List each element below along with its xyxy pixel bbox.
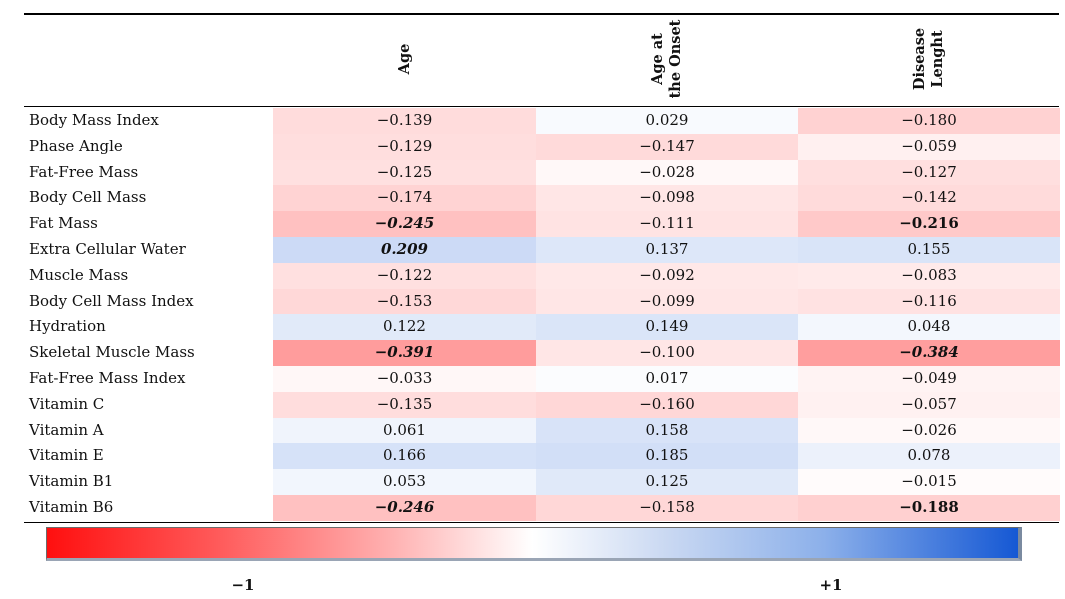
table-bottom-rule — [24, 521, 1059, 523]
row-label: Vitamin C — [29, 394, 105, 413]
heatmap-cell: −0.135 — [273, 391, 536, 418]
heatmap-cell: −0.057 — [798, 391, 1060, 418]
row-label: Fat Mass — [29, 214, 98, 233]
heatmap-cell: 0.155 — [798, 237, 1060, 263]
heatmap-cell: 0.017 — [536, 366, 798, 392]
heatmap-cell: −0.129 — [273, 133, 536, 160]
heatmap-cell: −0.125 — [273, 159, 536, 186]
color-scale-bar — [46, 527, 1022, 561]
row-label: Vitamin B6 — [29, 498, 114, 516]
row-label: Body Mass Index — [29, 111, 159, 129]
heatmap-cell: −0.216 — [798, 211, 1060, 237]
column-header: Age at the Onset — [536, 14, 798, 104]
heatmap-cell: −0.026 — [798, 417, 1060, 444]
heatmap-cell: 0.029 — [536, 108, 798, 134]
heatmap-cell: −0.059 — [798, 133, 1060, 160]
heatmap-cell: −0.015 — [798, 469, 1060, 495]
row-label: Body Cell Mass — [29, 188, 147, 207]
column-header-line: Disease — [911, 27, 928, 91]
column-header-line: the Onset — [667, 19, 684, 99]
heatmap-cell: 0.048 — [798, 314, 1060, 341]
heatmap-cell: 0.122 — [273, 314, 536, 341]
table-top-rule — [24, 13, 1059, 15]
heatmap-cell: −0.391 — [273, 340, 536, 366]
heatmap-cell: −0.028 — [536, 159, 798, 186]
heatmap-cell: −0.122 — [273, 262, 536, 289]
heatmap-cell: −0.111 — [536, 211, 798, 237]
heatmap-cell: −0.245 — [273, 211, 536, 237]
row-label: Fat-Free Mass Index — [29, 369, 186, 387]
heatmap-cell: −0.127 — [798, 159, 1060, 186]
row-label: Vitamin B1 — [29, 472, 114, 491]
heatmap-cell: −0.142 — [798, 185, 1060, 212]
heatmap-cell: −0.158 — [536, 495, 798, 521]
row-label: Body Cell Mass Index — [29, 291, 194, 310]
row-label: Vitamin A — [29, 420, 104, 439]
heatmap-cell: 0.053 — [273, 469, 536, 495]
heatmap-cell: −0.147 — [536, 133, 798, 160]
row-label: Extra Cellular Water — [29, 240, 186, 258]
heatmap-cell: 0.078 — [798, 443, 1060, 470]
column-header-line: Age at — [649, 33, 666, 85]
heatmap-cell: −0.098 — [536, 185, 798, 212]
heatmap-cell: −0.092 — [536, 262, 798, 289]
row-label: Hydration — [29, 317, 106, 336]
row-label: Vitamin E — [29, 446, 104, 465]
column-header-text: Age at the Onset — [649, 20, 685, 99]
heatmap-cell: 0.061 — [273, 417, 536, 444]
heatmap-cell: −0.099 — [536, 288, 798, 315]
heatmap-cell: −0.174 — [273, 185, 536, 212]
heatmap-cell: −0.083 — [798, 262, 1060, 289]
scale-min-label: −1 — [231, 576, 255, 594]
heatmap-cell: 0.137 — [536, 237, 798, 263]
column-header-text: Age — [396, 44, 414, 75]
scale-max-label: +1 — [819, 576, 843, 594]
heatmap-cell: −0.188 — [798, 495, 1060, 521]
heatmap-cell: −0.153 — [273, 288, 536, 315]
row-label: Phase Angle — [29, 136, 123, 155]
heatmap-cell: −0.100 — [536, 340, 798, 366]
heatmap-cell: 0.125 — [536, 469, 798, 495]
heatmap-cell: 0.149 — [536, 314, 798, 341]
heatmap-cell: −0.139 — [273, 108, 536, 134]
heatmap-cell: −0.049 — [798, 366, 1060, 392]
column-header-line: Age — [395, 43, 413, 75]
column-header: Disease Lenght — [798, 14, 1060, 104]
column-header-text: Disease Lenght — [911, 28, 947, 90]
heatmap-cell: −0.160 — [536, 391, 798, 418]
heatmap-cell: −0.116 — [798, 288, 1060, 315]
heatmap-cell: −0.033 — [273, 366, 536, 392]
heatmap-cell: 0.209 — [273, 237, 536, 263]
heatmap-cell: −0.246 — [273, 495, 536, 521]
row-label: Muscle Mass — [29, 265, 129, 284]
heatmap-cell: −0.384 — [798, 340, 1060, 366]
heatmap-cell: 0.166 — [273, 443, 536, 470]
heatmap-cell: 0.158 — [536, 417, 798, 444]
heatmap-cell: 0.185 — [536, 443, 798, 470]
table-header-rule — [24, 106, 1059, 107]
row-label: Skeletal Muscle Mass — [29, 343, 195, 362]
column-header-line: Lenght — [929, 30, 946, 88]
row-label: Fat-Free Mass — [29, 162, 139, 181]
heatmap-cell: −0.180 — [798, 108, 1060, 134]
column-header: Age — [273, 14, 536, 104]
